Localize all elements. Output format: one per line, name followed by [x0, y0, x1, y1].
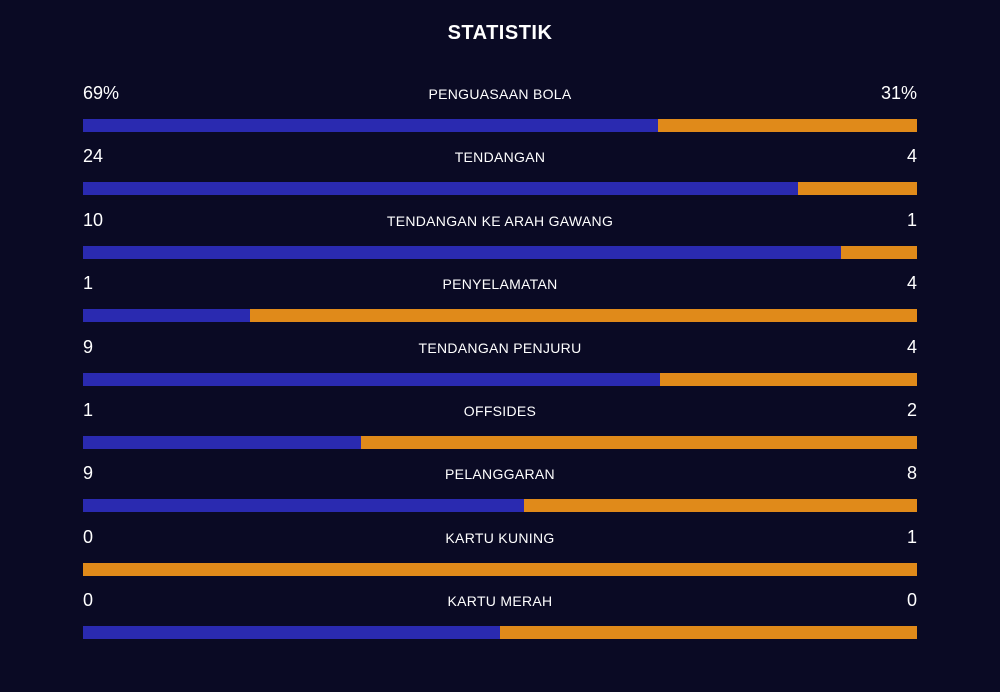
home-value: 0 [83, 590, 94, 611]
stat-header: 0 KARTU MERAH 0 [83, 587, 917, 613]
away-value: 4 [906, 146, 917, 167]
away-value: 4 [906, 336, 917, 357]
away-value: 2 [906, 399, 917, 420]
home-value: 10 [83, 209, 104, 230]
away-value: 4 [906, 273, 917, 294]
stat-label: PENYELAMATAN [442, 276, 558, 293]
away-value: 31% [880, 83, 917, 103]
stats-list: 69% PENGUASAAN BOLA 31% 24 TENDANGAN 4 1… [83, 80, 917, 651]
stat-row-corners: 9 TENDANGAN PENJURU 4 [83, 334, 917, 397]
stat-header: 69% PENGUASAAN BOLA 31% [83, 80, 917, 106]
stat-label: TENDANGAN PENJURU [418, 339, 582, 356]
comparison-bar [83, 372, 917, 386]
stat-label: PELANGGARAN [445, 466, 555, 483]
stat-header: 9 PELANGGARAN 8 [83, 460, 917, 486]
home-value: 69% [83, 83, 120, 103]
stat-header: 10 TENDANGAN KE ARAH GAWANG 1 [83, 207, 917, 233]
comparison-bar [83, 182, 917, 196]
home-value: 24 [83, 146, 104, 167]
stat-row-red-cards: 0 KARTU MERAH 0 [83, 587, 917, 650]
home-value: 9 [83, 336, 94, 357]
away-value: 0 [906, 590, 917, 611]
home-bar-fill [83, 309, 250, 323]
home-bar-fill [83, 182, 798, 196]
home-bar-fill [83, 626, 500, 640]
home-value: 1 [83, 399, 94, 420]
home-bar-fill [83, 435, 361, 449]
stat-label: PENGUASAAN BOLA [428, 86, 572, 102]
stat-header: 0 KARTU KUNING 1 [83, 524, 917, 550]
stat-label: OFFSIDES [463, 402, 537, 419]
comparison-bar [83, 626, 917, 640]
stat-row-shots: 24 TENDANGAN 4 [83, 143, 917, 206]
stat-header: 24 TENDANGAN 4 [83, 143, 917, 169]
home-bar-fill [83, 119, 659, 132]
stats-title: STATISTIK [447, 22, 553, 44]
home-bar-fill [83, 372, 661, 386]
stat-row-saves: 1 PENYELAMATAN 4 [83, 270, 917, 333]
home-value: 0 [83, 526, 94, 547]
comparison-bar [83, 499, 917, 513]
stat-header: 1 OFFSIDES 2 [83, 397, 917, 423]
stat-row-offsides: 1 OFFSIDES 2 [83, 397, 917, 460]
away-value: 1 [906, 526, 917, 547]
stat-label: TENDANGAN KE ARAH GAWANG [386, 212, 614, 229]
comparison-bar [83, 245, 917, 259]
stat-header: 9 TENDANGAN PENJURU 4 [83, 334, 917, 360]
stat-label: KARTU MERAH [447, 593, 553, 610]
stat-row-possession: 69% PENGUASAAN BOLA 31% [83, 80, 917, 143]
stat-row-shots-on-target: 10 TENDANGAN KE ARAH GAWANG 1 [83, 207, 917, 270]
comparison-bar [83, 435, 917, 449]
stat-row-yellow-cards: 0 KARTU KUNING 1 [83, 524, 917, 587]
comparison-bar [83, 119, 917, 132]
comparison-bar [83, 309, 917, 323]
away-value: 8 [906, 463, 917, 484]
comparison-bar [83, 562, 917, 576]
stat-label: KARTU KUNING [445, 529, 555, 546]
stat-row-fouls: 9 PELANGGARAN 8 [83, 460, 917, 523]
home-bar-fill [83, 245, 842, 259]
away-value: 1 [906, 209, 917, 230]
stat-header: 1 PENYELAMATAN 4 [83, 270, 917, 296]
stat-label: TENDANGAN [454, 149, 546, 166]
home-value: 1 [83, 273, 94, 294]
home-bar-fill [83, 499, 525, 513]
home-value: 9 [83, 463, 94, 484]
